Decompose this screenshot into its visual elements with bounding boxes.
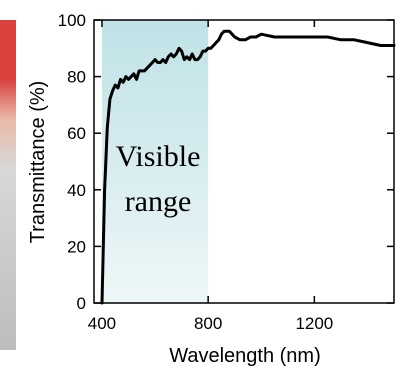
y-axis-title: Transmittance (%) bbox=[27, 81, 49, 244]
x-tick-label: 1200 bbox=[295, 314, 333, 333]
transmittance-series-line bbox=[100, 29, 396, 305]
cropped-figure-strip bbox=[0, 20, 16, 350]
visible-range-label-line1: Visible bbox=[116, 140, 201, 173]
x-tick-label: 400 bbox=[88, 314, 116, 333]
x-axis-title: Wavelength (nm) bbox=[169, 345, 321, 367]
y-tick-label: 60 bbox=[67, 124, 86, 143]
x-tick-label: 800 bbox=[194, 314, 222, 333]
y-tick-label: 40 bbox=[67, 181, 86, 200]
y-tick-label: 20 bbox=[67, 237, 86, 256]
y-tick-label: 80 bbox=[67, 68, 86, 87]
y-tick-label: 0 bbox=[77, 294, 86, 313]
plot-frame bbox=[93, 19, 395, 304]
visible-range-label-line2: range bbox=[125, 185, 192, 218]
visible-range-shade bbox=[101, 20, 209, 303]
plot-area: 400 800 1200 0 20 40 60 80 100 bbox=[58, 11, 396, 333]
y-tick-label: 100 bbox=[58, 11, 86, 30]
